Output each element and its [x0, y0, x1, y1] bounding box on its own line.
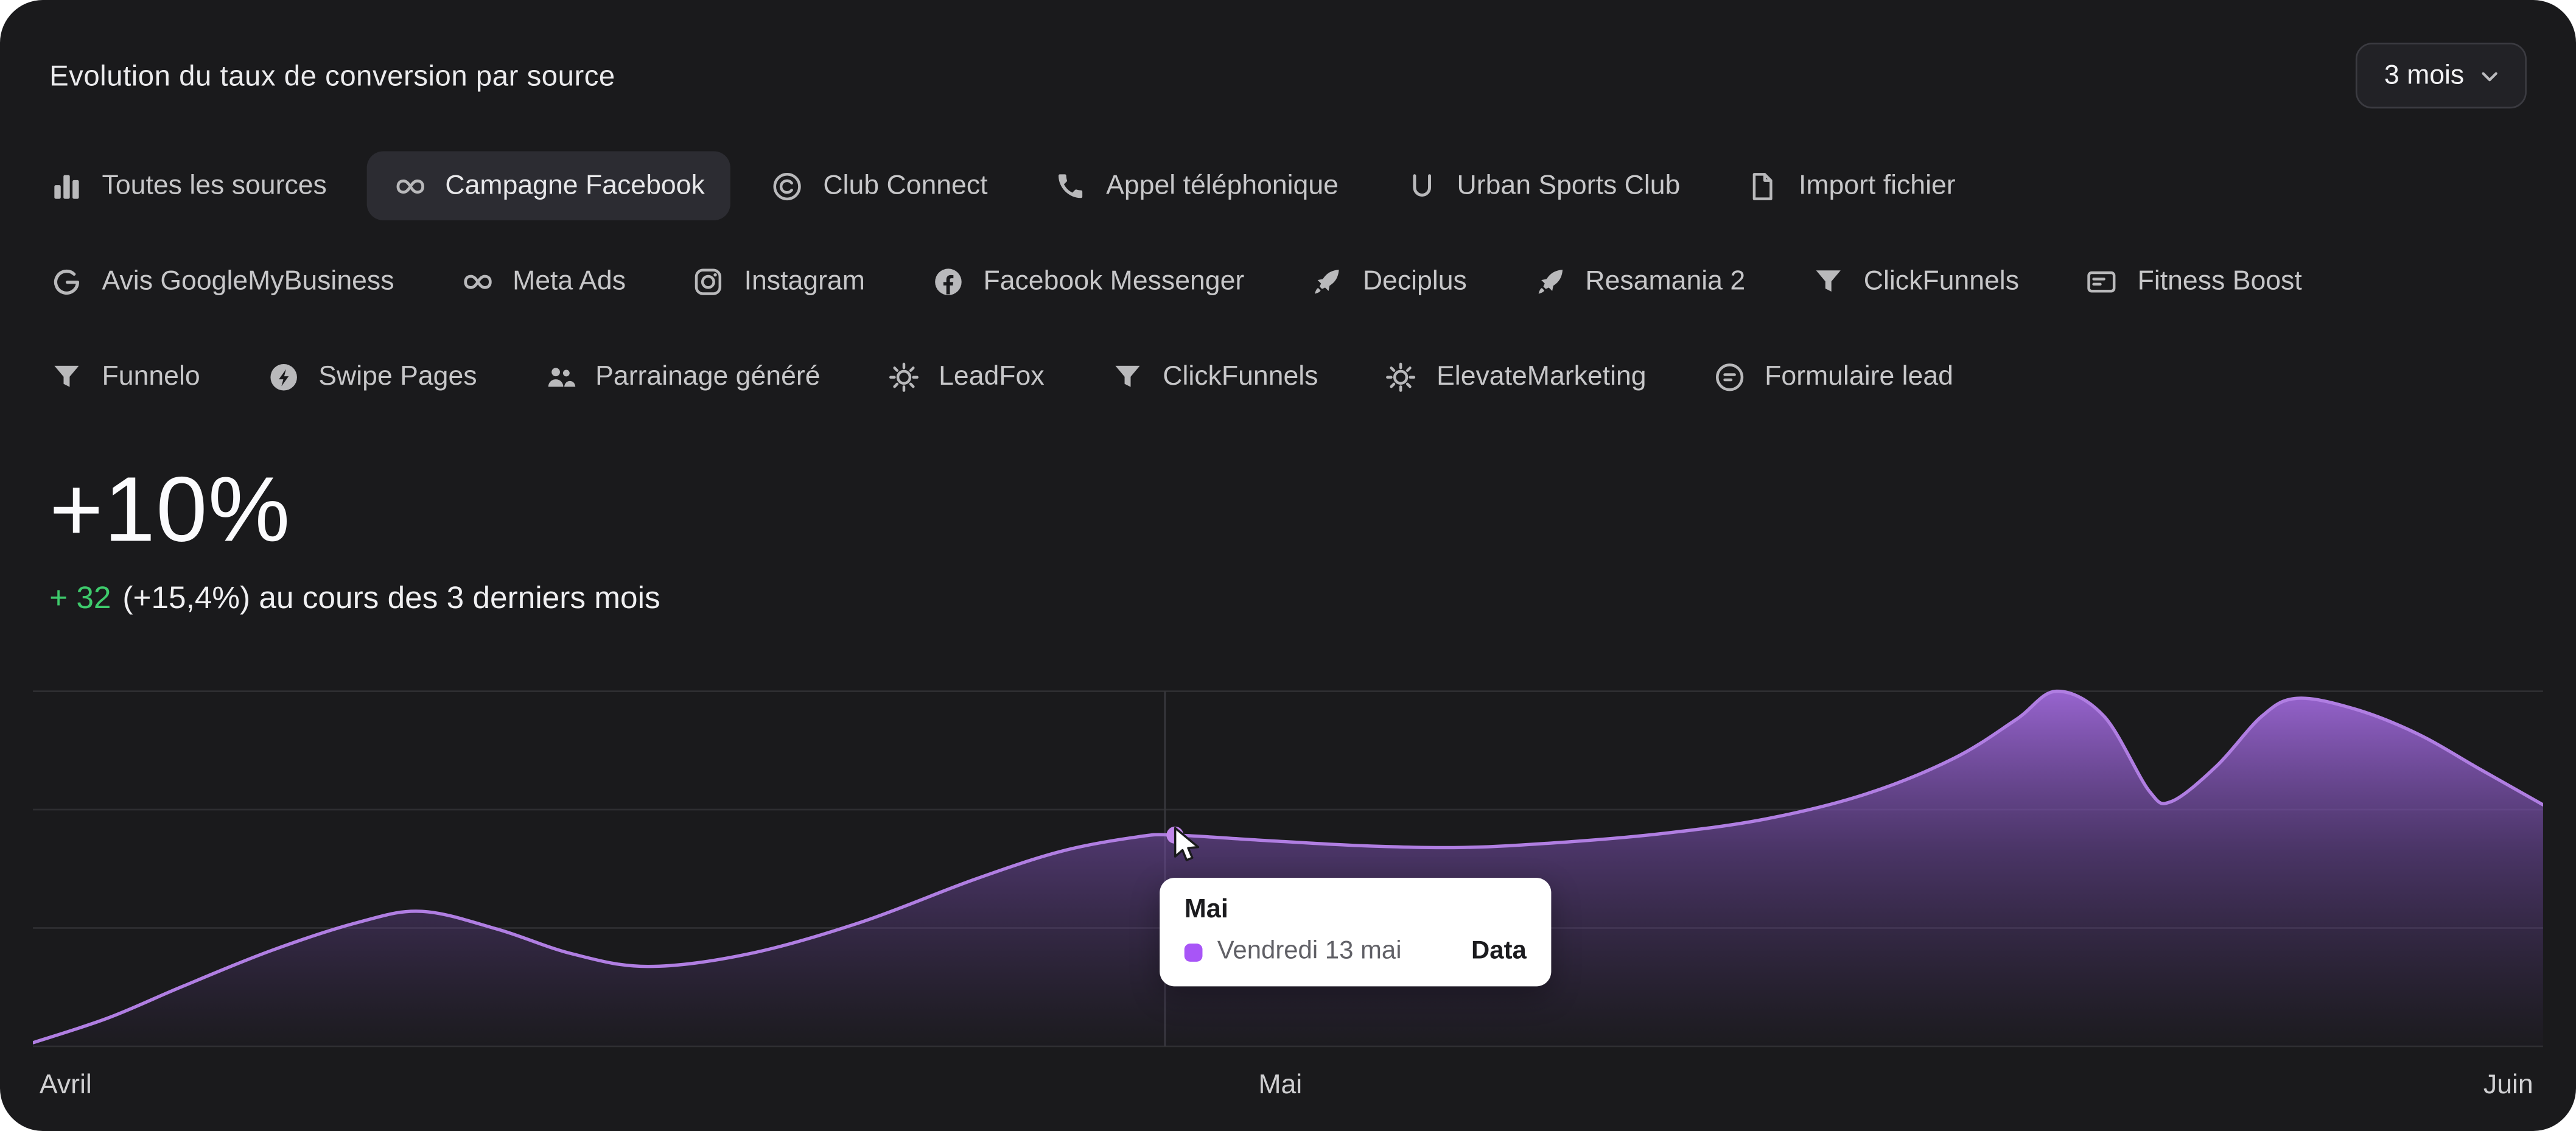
source-filter-formulaire-lead[interactable]: Formulaire lead: [1685, 342, 1979, 411]
chip-label: Facebook Messenger: [983, 265, 1245, 295]
tooltip-row: Vendredi 13 mai Data: [1184, 937, 1527, 967]
chip-label: Campagne Facebook: [445, 170, 705, 200]
metric-block: +10% + 32 (+15,4%) au cours des 3 dernie…: [0, 437, 2576, 618]
facebook-icon: [931, 264, 965, 298]
x-axis: Avril Mai Juin: [33, 1070, 2543, 1113]
x-tick-avril: Avril: [39, 1070, 92, 1100]
chip-label: Import fichier: [1798, 170, 1956, 200]
funnel-icon: [49, 359, 84, 394]
chart-columns-icon: [49, 169, 84, 203]
page-title: Evolution du taux de conversion par sour…: [49, 58, 615, 91]
people-icon: [543, 359, 578, 394]
google-g-icon: [49, 264, 84, 298]
area-series-line: [33, 689, 2543, 1045]
funnel-icon: [1110, 359, 1145, 394]
gear-icon: [1384, 359, 1419, 394]
chip-label: ElevateMarketing: [1437, 360, 1647, 391]
source-filter-clickfunnels[interactable]: ClickFunnels: [1084, 342, 1345, 411]
source-filter-instagram[interactable]: Instagram: [665, 247, 891, 315]
source-filter-avis-googlemybusiness[interactable]: Avis GoogleMyBusiness: [23, 247, 421, 315]
source-filter-deciplus[interactable]: Deciplus: [1284, 247, 1493, 315]
source-filters: Toutes les sources Campagne Facebook Club …: [0, 108, 2576, 411]
source-filter-import-fichier[interactable]: Import fichier: [1720, 151, 1982, 220]
series-marker-icon: [1184, 942, 1203, 961]
bolt-circle-icon: [266, 359, 301, 394]
banner-icon: [2085, 264, 2119, 298]
instagram-icon: [691, 264, 726, 298]
chip-label: Avis GoogleMyBusiness: [102, 265, 394, 295]
chip-label: Instagram: [744, 265, 865, 295]
source-filter-campagne-facebook[interactable]: Campagne Facebook: [366, 151, 732, 220]
circle-c-icon: [771, 169, 805, 203]
tooltip-date: Vendredi 13 mai: [1217, 937, 1402, 965]
source-filter-fitness-boost[interactable]: Fitness Boost: [2059, 247, 2328, 315]
chip-label: ClickFunnels: [1863, 265, 2020, 295]
chip-label: Formulaire lead: [1765, 360, 1953, 391]
chip-label: LeadFox: [939, 360, 1045, 391]
rocket-icon: [1310, 264, 1345, 298]
source-filter-clickfunnels[interactable]: ClickFunnels: [1785, 247, 2045, 315]
tooltip-series-name: Data: [1471, 937, 1527, 965]
chip-label: Fitness Boost: [2137, 265, 2302, 295]
source-filter-swipe-pages[interactable]: Swipe Pages: [240, 342, 503, 411]
phone-icon: [1054, 169, 1088, 203]
source-filter-toutes-les-sources[interactable]: Toutes les sources: [23, 151, 353, 220]
chip-label: Deciplus: [1362, 265, 1467, 295]
filter-chip-row: Toutes les sources Campagne Facebook Club …: [23, 151, 2553, 220]
chip-label: Toutes les sources: [102, 170, 327, 200]
chip-label: Appel téléphonique: [1106, 170, 1339, 200]
metric-value: +10%: [49, 457, 291, 561]
period-selector[interactable]: 3 mois: [2356, 43, 2527, 109]
shield-u-icon: [1404, 169, 1439, 203]
conversion-area-chart[interactable]: [33, 687, 2543, 1049]
file-icon: [1746, 169, 1780, 203]
rocket-icon: [1533, 264, 1567, 298]
metric-delta-text: (+15,4%) au cours des 3 derniers mois: [122, 582, 660, 617]
meta-infinity-icon: [393, 169, 427, 203]
chip-label: Resamania 2: [1585, 265, 1746, 295]
chevron-down-icon: [2476, 61, 2504, 89]
source-filter-meta-ads[interactable]: Meta Ads: [433, 247, 652, 315]
filter-chip-row: Funnelo Swipe Pages Parrainage généré LeadF…: [23, 342, 2553, 411]
chip-label: Swipe Pages: [318, 360, 477, 391]
chart-tooltip: Mai Vendredi 13 mai Data: [1160, 878, 1552, 987]
mouse-cursor-icon: [1166, 824, 1209, 866]
metric-delta: + 32 (+15,4%) au cours des 3 derniers mo…: [49, 582, 2527, 618]
chart-canvas: [33, 689, 2543, 1048]
source-filter-elevatemarketing[interactable]: ElevateMarketing: [1357, 342, 1672, 411]
chip-label: Meta Ads: [513, 265, 626, 295]
source-filter-funnelo[interactable]: Funnelo: [23, 342, 226, 411]
chip-label: ClickFunnels: [1163, 360, 1318, 391]
area-series-fill: [33, 691, 2543, 1046]
source-filter-urban-sports-club[interactable]: Urban Sports Club: [1378, 151, 1707, 220]
meta-infinity-icon: [460, 264, 495, 298]
funnel-icon: [1811, 264, 1846, 298]
chip-label: Funnelo: [102, 360, 200, 391]
source-filter-resamania-2[interactable]: Resamania 2: [1507, 247, 1772, 315]
tooltip-title: Mai: [1184, 895, 1228, 924]
source-filter-appel-telephonique[interactable]: Appel téléphonique: [1027, 151, 1365, 220]
chip-label: Club Connect: [823, 170, 988, 200]
header: Evolution du taux de conversion par sour…: [0, 0, 2576, 109]
source-filter-parrainage-genere[interactable]: Parrainage généré: [516, 342, 846, 411]
source-filter-club-connect[interactable]: Club Connect: [744, 151, 1014, 220]
chip-label: Urban Sports Club: [1457, 170, 1681, 200]
chip-label: Parrainage généré: [595, 360, 821, 391]
gear-icon: [886, 359, 921, 394]
metric-delta-count: + 32: [49, 582, 111, 617]
source-filter-facebook-messenger[interactable]: Facebook Messenger: [905, 247, 1271, 315]
x-tick-mai: Mai: [1258, 1070, 1303, 1100]
filter-chip-row: Avis GoogleMyBusiness Meta Ads Instagram Fa…: [23, 247, 2553, 315]
source-filter-leadfox[interactable]: LeadFox: [859, 342, 1071, 411]
circle-form-icon: [1712, 359, 1747, 394]
x-tick-juin: Juin: [2483, 1070, 2533, 1100]
period-selector-value: 3 mois: [2384, 60, 2465, 90]
